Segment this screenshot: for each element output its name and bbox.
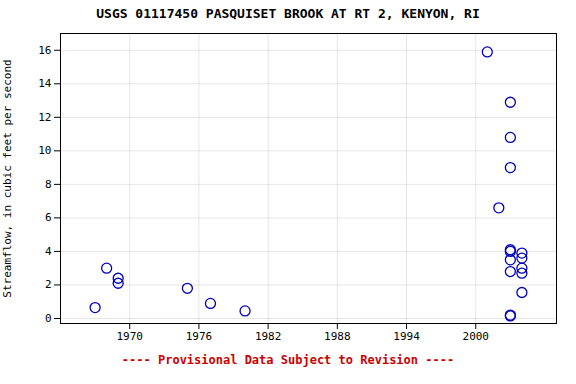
svg-text:2000: 2000 xyxy=(463,330,490,343)
html-text:USGS 01117450 PASQUISET BROOK: USGS 01117450 PASQUISET BROOK AT RT 2, K… xyxy=(96,6,480,21)
svg-text:1982: 1982 xyxy=(255,330,282,343)
svg-text:16: 16 xyxy=(38,44,51,57)
svg-text:1988: 1988 xyxy=(324,330,351,343)
svg-text:1970: 1970 xyxy=(116,330,143,343)
svg-text:6: 6 xyxy=(45,211,52,224)
svg-text:4: 4 xyxy=(45,245,52,258)
svg-text:1976: 1976 xyxy=(186,330,213,343)
html-text:---- Provisional Data Subject: ---- Provisional Data Subject to Revisio… xyxy=(121,353,455,367)
svg-text:1994: 1994 xyxy=(393,330,420,343)
svg-text:Streamflow, in cubic feet per: Streamflow, in cubic feet per second xyxy=(1,59,14,297)
svg-text:8: 8 xyxy=(45,178,52,191)
svg-text:10: 10 xyxy=(38,144,51,157)
svg-text:12: 12 xyxy=(38,111,51,124)
svg-text:14: 14 xyxy=(38,77,52,90)
svg-text:2: 2 xyxy=(45,278,52,291)
svg-text:0: 0 xyxy=(45,312,52,325)
